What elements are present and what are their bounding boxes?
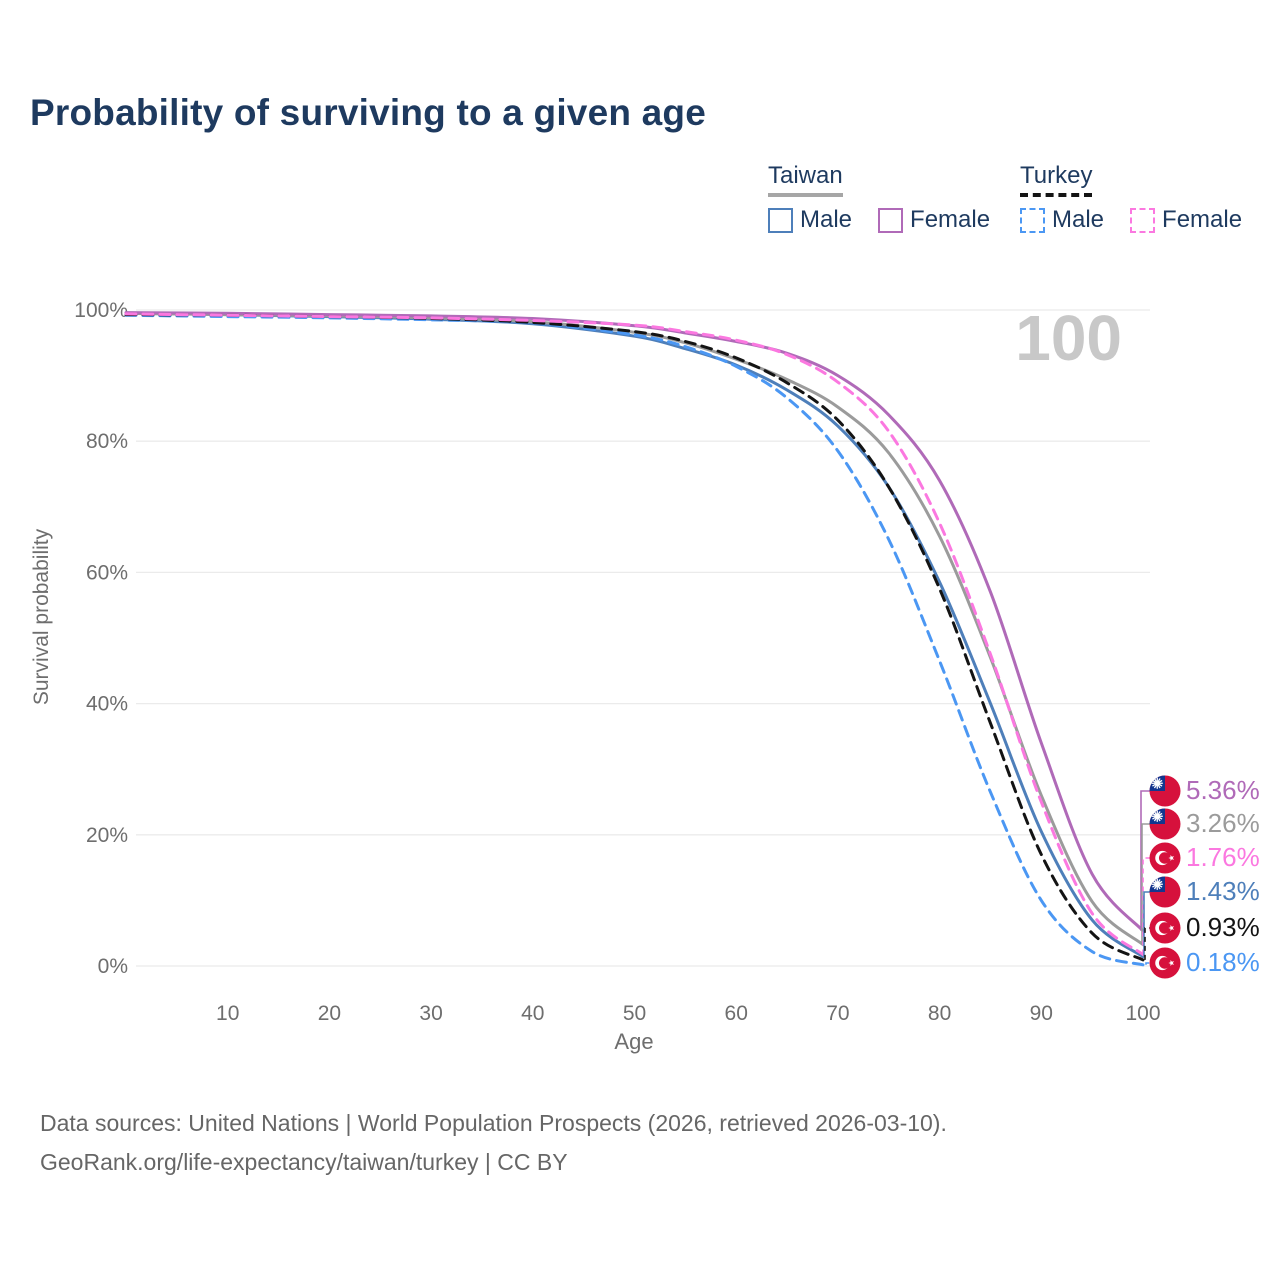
x-axis-tick-label: 60 xyxy=(725,1002,748,1025)
crescent-inner xyxy=(1158,852,1171,864)
y-axis-tick-label: 100% xyxy=(74,299,128,322)
value-label-taiwan-male: 1.43% xyxy=(1186,876,1260,906)
y-axis-tick-label: 40% xyxy=(86,693,128,716)
x-axis-tick-label: 50 xyxy=(623,1002,646,1025)
taiwan-male-swatch-icon xyxy=(768,207,793,233)
curve-taiwan-male xyxy=(124,311,1145,959)
page-title: Probability of surviving to a given age xyxy=(30,92,706,133)
sun-disc xyxy=(1154,813,1160,819)
legend-item-taiwan-male: Male xyxy=(768,206,852,234)
curve-taiwan-female xyxy=(124,311,1145,933)
age-100-annotation: 100 xyxy=(1015,302,1122,374)
legend-turkey-title: Turkey xyxy=(1020,162,1093,197)
taiwan-flag-icon xyxy=(1149,808,1181,840)
x-axis-tick-label: 90 xyxy=(1030,1002,1053,1025)
taiwan-flag-icon xyxy=(1149,775,1181,807)
taiwan-female-swatch-icon xyxy=(878,207,904,233)
turkey-flag-icon xyxy=(1149,947,1181,979)
sun-disc xyxy=(1154,780,1160,786)
curve-turkey-female xyxy=(124,312,1145,956)
legend-item-taiwan-female: Female xyxy=(878,206,990,234)
x-axis-tick-label: 80 xyxy=(928,1002,951,1025)
curve-turkey-male xyxy=(124,313,1145,967)
leader-line xyxy=(1145,962,1150,965)
legend-label-taiwan-female: Female xyxy=(910,206,991,233)
sun-disc xyxy=(1154,881,1160,887)
value-label-taiwan-female: 5.36% xyxy=(1186,775,1260,805)
y-axis-tick-label: 80% xyxy=(86,430,128,453)
x-axis-tick-label: 30 xyxy=(419,1002,442,1025)
x-axis-tick-label: 100 xyxy=(1125,1002,1160,1025)
x-axis-tick-label: 10 xyxy=(216,1002,239,1025)
crescent-inner xyxy=(1158,957,1171,969)
curve-taiwan-total xyxy=(124,311,1145,947)
turkey-flag-icon xyxy=(1149,912,1181,944)
taiwan-flag-icon xyxy=(1149,876,1181,908)
star xyxy=(1168,925,1175,931)
legend-item-turkey-male: Male xyxy=(1020,206,1104,234)
x-axis-tick-label: 70 xyxy=(826,1002,849,1025)
legend-taiwan-title: Taiwan xyxy=(768,162,843,197)
value-label-taiwan-total: 3.26% xyxy=(1186,808,1260,838)
y-axis-tick-label: 0% xyxy=(98,955,128,978)
y-axis-tick-label: 20% xyxy=(86,824,128,847)
leader-line xyxy=(1143,891,1150,957)
legend-turkey-items: Male Female xyxy=(1020,206,1242,234)
footer-attribution: GeoRank.org/life-expectancy/taiwan/turke… xyxy=(40,1149,568,1175)
chart-footer: Data sources: United Nations | World Pop… xyxy=(40,1104,947,1182)
value-label-turkey-female: 1.76% xyxy=(1186,842,1260,872)
legend-label-taiwan-male: Male xyxy=(800,206,853,233)
legend-group-taiwan: Taiwan Male Female xyxy=(768,162,990,234)
curve-turkey-total xyxy=(124,313,1145,962)
legend-taiwan-items: Male Female xyxy=(768,206,990,234)
footer-data-sources: Data sources: United Nations | World Pop… xyxy=(40,1110,947,1136)
legend-group-turkey: Turkey Male Female xyxy=(1020,162,1242,234)
turkey-male-swatch-icon xyxy=(1020,207,1045,233)
y-axis-title: Survival probability xyxy=(30,528,53,705)
y-axis-tick-label: 60% xyxy=(86,561,128,584)
leader-line xyxy=(1141,823,1150,945)
leader-line xyxy=(1144,927,1150,960)
star xyxy=(1168,960,1175,966)
legend-item-turkey-female: Female xyxy=(1130,206,1242,234)
x-axis-title: Age xyxy=(614,1029,653,1054)
crescent-inner xyxy=(1158,922,1171,934)
x-axis-tick-label: 20 xyxy=(318,1002,341,1025)
legend-label-turkey-female: Female xyxy=(1162,206,1243,233)
value-label-turkey-male: 0.18% xyxy=(1186,947,1260,977)
turkey-female-swatch-icon xyxy=(1130,207,1156,233)
x-axis-tick-label: 40 xyxy=(521,1002,544,1025)
value-label-turkey-total: 0.93% xyxy=(1186,912,1260,942)
turkey-flag-icon xyxy=(1149,842,1181,874)
star xyxy=(1168,855,1175,861)
survival-probability-chart: 100% 80% 60% 40% 20% 0% 10 20 30 40 50 60 70 80 90 100 A… xyxy=(30,299,1260,1054)
legend-label-turkey-male: Male xyxy=(1052,206,1105,233)
leader-line xyxy=(1142,857,1150,955)
leader-line xyxy=(1140,790,1150,931)
